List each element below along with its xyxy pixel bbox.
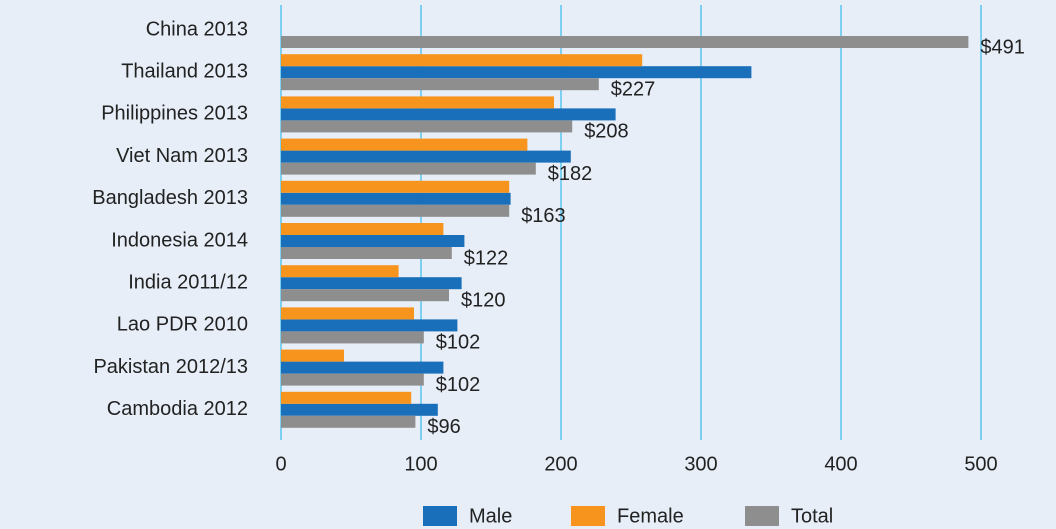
y-tick-label: Viet Nam 2013 <box>116 145 248 167</box>
data-label: $163 <box>521 205 566 227</box>
data-label: $96 <box>427 416 460 438</box>
bar <box>281 349 344 362</box>
bar <box>281 192 511 205</box>
bar <box>281 162 536 175</box>
legend-swatch <box>745 506 779 526</box>
bar <box>281 204 510 217</box>
y-tick-label: Philippines 2013 <box>101 103 248 125</box>
y-tick-label: Cambodia 2012 <box>107 398 248 420</box>
bar <box>281 307 414 320</box>
bar <box>281 373 424 386</box>
data-label: $122 <box>464 247 509 269</box>
bar <box>281 150 571 163</box>
bar <box>281 247 452 259</box>
bar <box>281 78 599 91</box>
bar <box>281 415 416 428</box>
y-tick-label: Pakistan 2012/13 <box>93 356 248 378</box>
bar <box>281 289 449 302</box>
bar <box>281 180 510 193</box>
legend-label: Female <box>617 505 684 527</box>
bar <box>281 54 643 67</box>
data-label: $102 <box>436 374 481 396</box>
bar <box>281 235 465 247</box>
bar <box>281 331 424 344</box>
data-label: $208 <box>584 121 629 143</box>
y-tick-label: Lao PDR 2010 <box>117 314 248 336</box>
bar <box>281 36 969 48</box>
data-label: $227 <box>611 78 656 100</box>
x-tick-label: 300 <box>684 453 717 475</box>
bar <box>281 66 752 79</box>
y-tick-label: Indonesia 2014 <box>111 229 248 251</box>
y-tick-label: Bangladesh 2013 <box>92 187 248 209</box>
bar <box>281 391 412 404</box>
legend-swatch <box>571 506 605 526</box>
x-tick-label: 200 <box>544 453 577 475</box>
y-tick-label: China 2013 <box>146 18 248 40</box>
bar <box>281 108 616 121</box>
x-tick-label: 400 <box>824 453 857 475</box>
y-tick-label: India 2011/12 <box>128 271 248 293</box>
legend-label: Total <box>791 505 833 527</box>
bar <box>281 319 458 332</box>
bar <box>281 403 438 416</box>
x-tick-label: 500 <box>964 453 997 475</box>
y-tick-label: Thailand 2013 <box>121 60 248 82</box>
data-label: $491 <box>980 36 1025 58</box>
x-tick-label: 0 <box>275 453 286 475</box>
bar <box>281 277 462 290</box>
legend-swatch <box>423 506 457 526</box>
x-tick-label: 100 <box>404 453 437 475</box>
data-label: $102 <box>436 332 481 354</box>
data-label: $120 <box>461 289 506 311</box>
bar <box>281 120 573 133</box>
bar <box>281 223 444 235</box>
bar <box>281 96 554 109</box>
legend-label: Male <box>469 505 512 527</box>
data-label: $182 <box>548 163 593 185</box>
bar <box>281 138 528 151</box>
bar <box>281 361 444 374</box>
bar <box>281 265 399 278</box>
